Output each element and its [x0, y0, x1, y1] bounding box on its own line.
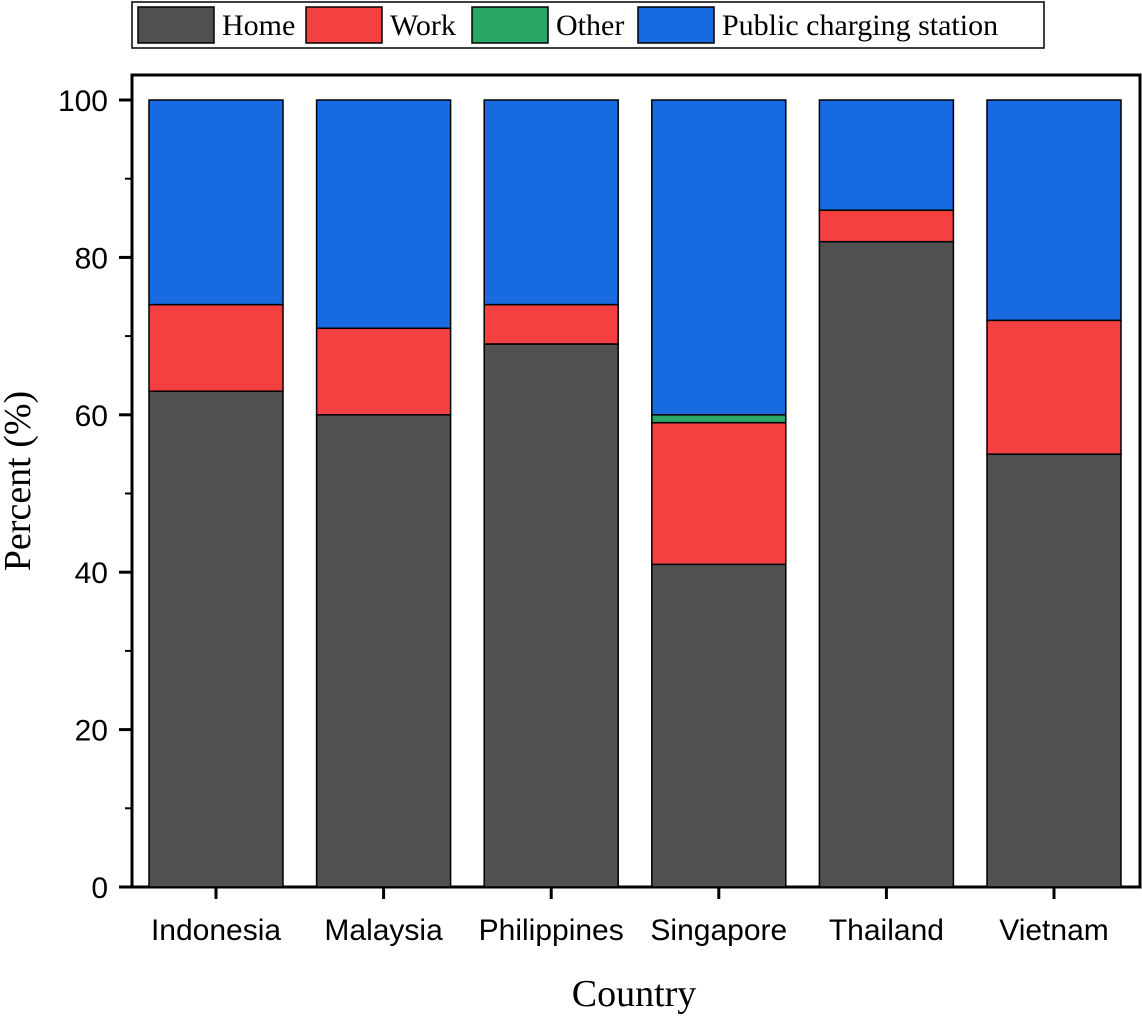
- y-axis: 0 20 40 60 80 100: [58, 85, 132, 905]
- plot-area: [130, 73, 1142, 889]
- bar-segment-other-singapore: [651, 414, 787, 424]
- bar-segment-public-charging-station-thailand: [818, 99, 955, 211]
- bar-segment-home-indonesia: [148, 390, 284, 888]
- bar-segment-work-philippines: [483, 303, 619, 345]
- bar-segment-home-singapore: [651, 563, 787, 888]
- bar-segment-work-singapore: [651, 421, 787, 566]
- bar-segment-home-malaysia: [315, 414, 452, 888]
- x-tick-label-indonesia: Indonesia: [151, 914, 281, 947]
- legend-swatch-other: [471, 6, 549, 44]
- y-tick-label: 80: [75, 242, 108, 275]
- legend-label-public-charging-station: Public charging station: [722, 9, 998, 42]
- y-tick-label: 60: [75, 400, 108, 433]
- bar-segment-work-malaysia: [315, 327, 452, 416]
- legend-label-home: Home: [222, 9, 295, 42]
- bar-segment-work-thailand: [818, 209, 955, 243]
- y-tick-label: 0: [91, 872, 108, 905]
- x-tick-label-thailand: Thailand: [829, 914, 944, 947]
- legend-label-other: Other: [556, 9, 624, 42]
- x-axis-title: Country: [572, 973, 697, 1015]
- legend: Home Work Other Public charging station: [131, 1, 1045, 49]
- bar-segment-home-thailand: [818, 240, 955, 888]
- bar-segment-public-charging-station-indonesia: [148, 99, 284, 306]
- legend-label-work: Work: [390, 9, 456, 42]
- legend-swatch-work: [305, 6, 383, 44]
- bar-segment-work-indonesia: [148, 303, 284, 392]
- bar-segment-public-charging-station-vietnam: [986, 99, 1122, 322]
- bar-segment-home-philippines: [483, 343, 619, 888]
- x-axis: Indonesia Malaysia Philippines Singapore Tha…: [151, 887, 1109, 947]
- x-tick-label-philippines: Philippines: [479, 914, 624, 947]
- x-tick-label-malaysia: Malaysia: [324, 914, 443, 947]
- x-tick-label-singapore: Singapore: [650, 914, 787, 947]
- y-tick-label: 40: [75, 557, 108, 590]
- y-tick-label: 100: [58, 85, 108, 118]
- legend-swatch-home: [137, 6, 215, 44]
- bar-segment-home-vietnam: [986, 453, 1122, 888]
- y-axis-title: Percent (%): [0, 391, 39, 571]
- bar-segment-work-vietnam: [986, 319, 1122, 455]
- y-tick-label: 20: [75, 715, 108, 748]
- legend-swatch-public-charging-station: [637, 6, 715, 44]
- x-tick-label-vietnam: Vietnam: [999, 914, 1109, 947]
- bar-segment-public-charging-station-singapore: [651, 99, 787, 416]
- bars: [148, 99, 1122, 888]
- bar-segment-public-charging-station-philippines: [483, 99, 619, 306]
- legend-box: [131, 1, 1045, 49]
- bar-segment-public-charging-station-malaysia: [315, 99, 452, 329]
